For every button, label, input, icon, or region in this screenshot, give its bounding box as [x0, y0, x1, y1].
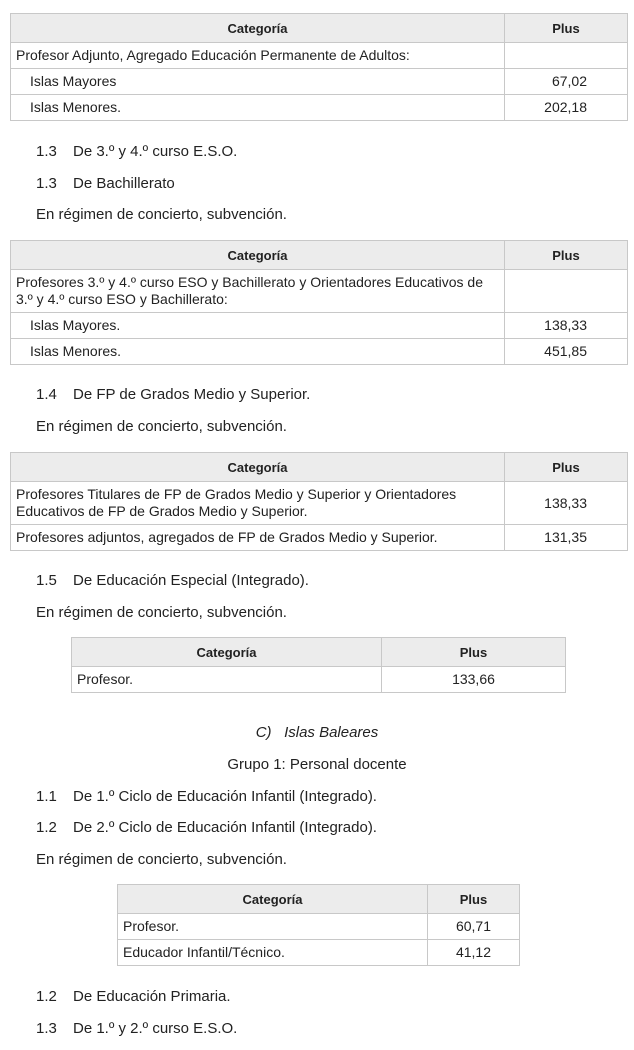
cell-categoria: Profesores 3.º y 4.º curso ESO y Bachill… [10, 269, 505, 313]
header-plus: Plus [504, 13, 628, 43]
cell-categoria: Islas Mayores. [10, 312, 505, 339]
cell-plus: 131,35 [504, 524, 628, 551]
cell-plus: 41,12 [427, 939, 520, 966]
item-number: 1.4 [36, 386, 57, 403]
item-text: De Educación Primaria. [73, 988, 231, 1005]
plus-table-fp: Categoría Plus Profesores Titulares de FP… [10, 452, 628, 551]
cell-categoria: Islas Menores. [10, 94, 505, 121]
cell-categoria: Profesores Titulares de FP de Grados Med… [10, 481, 505, 525]
plus-table-educacion-especial: Categoría Plus Profesor. 133,66 [71, 637, 566, 693]
item-text: De 1.º Ciclo de Educación Infantil (Inte… [73, 788, 377, 805]
header-plus: Plus [427, 884, 520, 914]
item-number: 1.1 [36, 788, 57, 805]
paragraph: 1.4 De FP de Grados Medio y Superior. [36, 386, 310, 404]
item-number: 1.3 [36, 143, 57, 160]
cell-categoria: Profesor. [71, 666, 382, 693]
cell-plus: 67,02 [504, 68, 628, 95]
table-row: Profesores adjuntos, agregados de FP de … [10, 524, 628, 551]
plus-table-infantil: Categoría Plus Profesor. 60,71 Educador In… [117, 884, 520, 966]
cell-categoria: Profesor Adjunto, Agregado Educación Per… [10, 42, 505, 69]
item-number: 1.2 [36, 819, 57, 836]
header-plus: Plus [381, 637, 566, 667]
item-number: 1.5 [36, 572, 57, 589]
header-categoria: Categoría [10, 452, 505, 482]
table-row: Islas Mayores. 138,33 [10, 312, 628, 339]
paragraph: En régimen de concierto, subvención. [36, 851, 287, 868]
paragraph: 1.3 De Bachillerato [36, 175, 175, 193]
cell-plus: 133,66 [381, 666, 566, 693]
cell-plus: 138,33 [504, 312, 628, 339]
cell-categoria: Profesor. [117, 913, 428, 940]
paragraph: En régimen de concierto, subvención. [36, 604, 287, 621]
section-heading: C) Islas Baleares [0, 724, 634, 741]
table-row: Islas Menores. 451,85 [10, 338, 628, 365]
header-plus: Plus [504, 452, 628, 482]
header-categoria: Categoría [10, 240, 505, 270]
paragraph: 1.2 De Educación Primaria. [36, 988, 231, 1006]
cell-plus [504, 269, 628, 313]
item-text: De 2.º Ciclo de Educación Infantil (Inte… [73, 819, 377, 836]
paragraph: En régimen de concierto, subvención. [36, 418, 287, 435]
table-row: Profesores Titulares de FP de Grados Med… [10, 481, 628, 525]
paragraph: 1.5 De Educación Especial (Integrado). [36, 572, 309, 590]
paragraph: 1.2 De 2.º Ciclo de Educación Infantil (I… [36, 819, 377, 837]
paragraph: En régimen de concierto, subvención. [36, 206, 287, 223]
table-row: Profesor Adjunto, Agregado Educación Per… [10, 42, 628, 69]
table-row: Profesores 3.º y 4.º curso ESO y Bachill… [10, 269, 628, 313]
paragraph: 1.1 De 1.º Ciclo de Educación Infantil (I… [36, 788, 377, 806]
cell-categoria: Islas Mayores [10, 68, 505, 95]
header-plus: Plus [504, 240, 628, 270]
item-text: De FP de Grados Medio y Superior. [73, 386, 311, 403]
cell-plus: 60,71 [427, 913, 520, 940]
paragraph: 1.3 De 3.º y 4.º curso E.S.O. [36, 143, 237, 161]
cell-categoria: Educador Infantil/Técnico. [117, 939, 428, 966]
table-row: Profesor. 133,66 [71, 666, 566, 693]
paragraph: 1.3 De 1.º y 2.º curso E.S.O. [36, 1020, 237, 1038]
table-row: Profesor. 60,71 [117, 913, 520, 940]
cell-categoria: Islas Menores. [10, 338, 505, 365]
table-row: Islas Mayores 67,02 [10, 68, 628, 95]
cell-plus: 138,33 [504, 481, 628, 525]
table-row: Islas Menores. 202,18 [10, 94, 628, 121]
cell-plus: 451,85 [504, 338, 628, 365]
item-text: De 3.º y 4.º curso E.S.O. [73, 143, 238, 160]
header-categoria: Categoría [71, 637, 382, 667]
item-text: De Educación Especial (Integrado). [73, 572, 309, 589]
header-categoria: Categoría [117, 884, 428, 914]
item-text: De Bachillerato [73, 175, 175, 192]
item-text: De 1.º y 2.º curso E.S.O. [73, 1020, 238, 1037]
plus-table-adultos: Categoría Plus Profesor Adjunto, Agregado… [10, 13, 628, 121]
cell-categoria: Profesores adjuntos, agregados de FP de … [10, 524, 505, 551]
section-title: Islas Baleares [284, 724, 379, 741]
item-number: 1.3 [36, 1020, 57, 1037]
group-heading: Grupo 1: Personal docente [227, 756, 407, 773]
header-categoria: Categoría [10, 13, 505, 43]
item-number: 1.2 [36, 988, 57, 1005]
cell-plus [504, 42, 628, 69]
section-letter: C) [255, 724, 272, 741]
table-row: Educador Infantil/Técnico. 41,12 [117, 939, 520, 966]
plus-table-eso-bachillerato: Categoría Plus Profesores 3.º y 4.º curso… [10, 240, 628, 365]
item-number: 1.3 [36, 175, 57, 192]
cell-plus: 202,18 [504, 94, 628, 121]
